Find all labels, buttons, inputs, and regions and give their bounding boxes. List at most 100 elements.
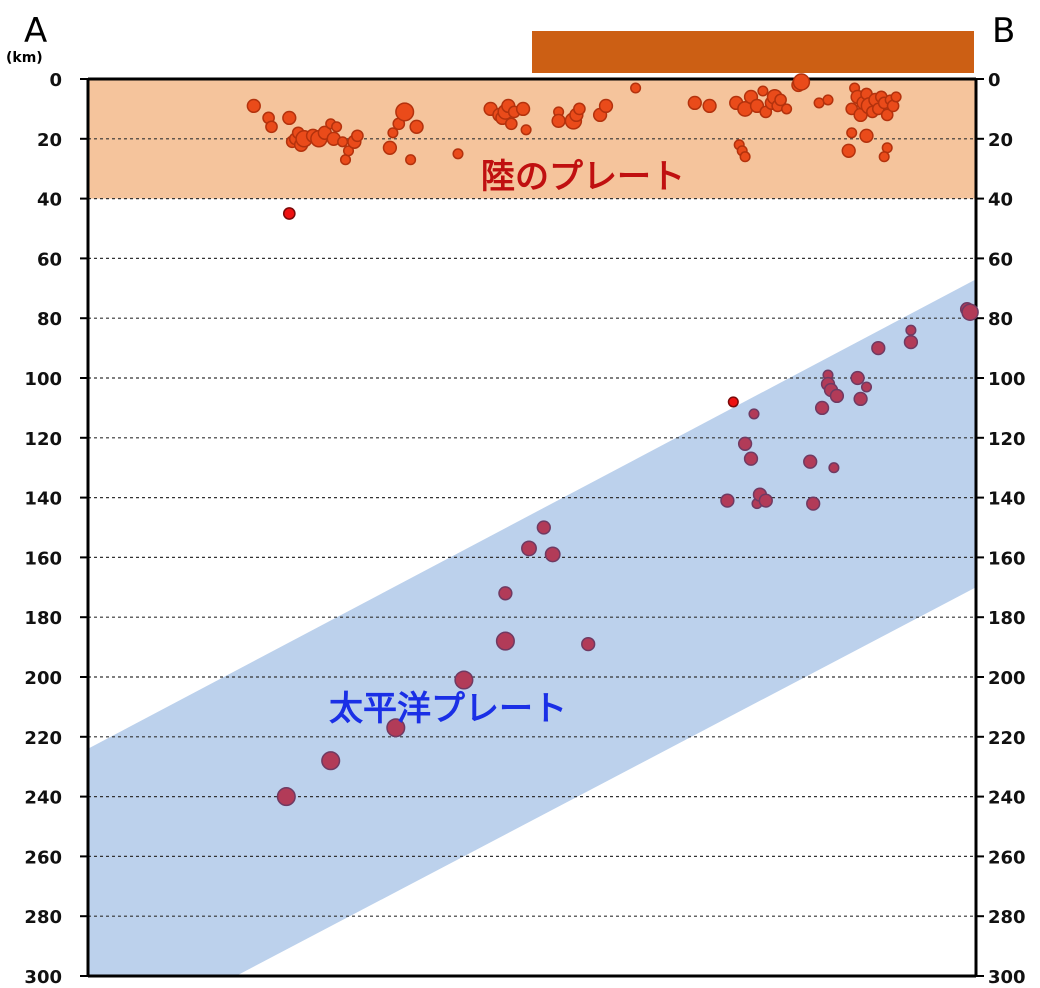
endpoint-label-b: B xyxy=(992,11,1015,51)
left-tick-label: 140 xyxy=(24,489,62,510)
right-tick-label: 100 xyxy=(988,369,1026,390)
right-tick-label: 200 xyxy=(988,668,1026,689)
deep-earthquake-point xyxy=(905,324,917,336)
deep-earthquake-point xyxy=(806,496,821,511)
left-tick-label: 240 xyxy=(24,788,62,809)
deep-earthquake-point xyxy=(748,408,760,420)
deep-earthquake-point xyxy=(814,400,830,416)
shallow-earthquake-point xyxy=(387,127,399,139)
shallow-earthquake-point xyxy=(395,102,415,122)
depth-unit-label: (km) xyxy=(6,50,43,66)
right-tick-label: 60 xyxy=(988,249,1013,270)
deep-earthquake-point xyxy=(828,462,840,474)
right-tick-label: 220 xyxy=(988,728,1026,749)
deep-earthquake-point xyxy=(758,493,773,508)
shallow-earthquake-point xyxy=(792,73,811,91)
shallow-earthquake-point xyxy=(687,95,702,111)
shallow-earthquake-point xyxy=(551,113,566,129)
shallow-earthquake-point xyxy=(504,117,518,131)
deep-earthquake-point xyxy=(961,303,979,321)
right-tick-label: 140 xyxy=(988,489,1026,510)
right-tick-label: 40 xyxy=(988,190,1013,211)
left-tick-label: 260 xyxy=(24,847,62,868)
continental-plate-label: 陸のプレート xyxy=(481,157,685,197)
deep-earthquake-point xyxy=(495,631,515,651)
shallow-earthquake-point xyxy=(846,127,858,139)
right-tick-label: 0 xyxy=(988,70,1001,91)
deep-earthquake-point xyxy=(720,493,735,508)
shallow-earthquake-point xyxy=(342,145,355,157)
shallow-earthquake-point xyxy=(702,98,717,114)
deep-earthquake-point xyxy=(386,718,406,738)
left-tick-label: 300 xyxy=(24,967,62,988)
right-tick-label: 80 xyxy=(988,309,1013,330)
left-tick-label: 80 xyxy=(37,309,62,330)
right-tick-label: 180 xyxy=(988,608,1026,629)
shallow-earthquake-point xyxy=(890,91,902,103)
deep-earthquake-point xyxy=(803,454,818,469)
shallow-earthquake-point xyxy=(573,102,586,116)
left-tick-label: 180 xyxy=(24,608,62,629)
deep-earthquake-point xyxy=(498,586,513,601)
deep-earthquake-point xyxy=(850,370,865,386)
pacific-plate-band xyxy=(88,279,976,976)
left-tick-label: 40 xyxy=(37,190,62,211)
shallow-earthquake-point xyxy=(878,151,890,163)
right-tick-label: 300 xyxy=(988,967,1026,988)
isolated-earthquake-point xyxy=(282,207,296,220)
right-tick-label: 280 xyxy=(988,907,1026,928)
deep-earthquake-point xyxy=(737,436,753,451)
shallow-earthquake-point xyxy=(339,154,352,166)
deep-earthquake-point xyxy=(860,381,873,393)
isolated-earthquake-point xyxy=(727,396,739,408)
shallow-earthquake-point xyxy=(282,110,297,126)
shallow-earthquake-point xyxy=(774,93,787,107)
land-bar xyxy=(532,31,974,73)
deep-earthquake-point xyxy=(454,670,474,690)
right-tick-label: 260 xyxy=(988,847,1026,868)
deep-earthquake-point xyxy=(903,334,919,350)
shallow-earthquake-point xyxy=(630,82,642,94)
shallow-earthquake-point xyxy=(739,151,751,163)
shallow-earthquake-point xyxy=(515,101,531,117)
deep-earthquake-point xyxy=(276,787,296,807)
pacific-plate-label: 太平洋プレート xyxy=(329,689,567,729)
deep-earthquake-point xyxy=(871,340,886,356)
shallow-earthquake-point xyxy=(337,136,349,148)
shallow-earthquake-point xyxy=(246,98,261,114)
deep-earthquake-point xyxy=(743,451,759,466)
endpoint-label-a: A xyxy=(24,11,47,51)
right-tick-label: 160 xyxy=(988,548,1026,569)
shallow-earthquake-point xyxy=(813,97,825,109)
right-tick-label: 120 xyxy=(988,429,1026,450)
left-tick-label: 120 xyxy=(24,429,62,450)
deep-earthquake-point xyxy=(853,391,868,407)
left-tick-label: 60 xyxy=(37,249,62,270)
shallow-earthquake-point xyxy=(598,98,614,114)
left-tick-label: 200 xyxy=(24,668,62,689)
deep-earthquake-point xyxy=(544,546,561,563)
left-tick-label: 100 xyxy=(24,369,62,390)
shallow-earthquake-point xyxy=(331,121,343,133)
shallow-earthquake-point xyxy=(452,148,464,160)
deep-earthquake-point xyxy=(521,540,537,557)
shallow-earthquake-point xyxy=(757,85,769,97)
left-tick-label: 160 xyxy=(24,548,62,569)
shallow-earthquake-point xyxy=(822,94,834,106)
left-tick-label: 0 xyxy=(49,70,62,91)
shallow-earthquake-point xyxy=(859,128,874,143)
deep-earthquake-point xyxy=(829,388,845,404)
left-tick-label: 220 xyxy=(24,728,62,749)
shallow-earthquake-point xyxy=(382,140,398,155)
shallow-earthquake-point xyxy=(880,108,894,122)
right-tick-label: 20 xyxy=(988,130,1013,151)
shallow-earthquake-point xyxy=(781,103,793,115)
shallow-earthquake-point xyxy=(881,142,893,154)
shallow-earthquake-point xyxy=(841,143,856,158)
shallow-earthquake-point xyxy=(520,124,532,136)
deep-earthquake-point xyxy=(536,520,551,535)
right-tick-label: 240 xyxy=(988,788,1026,809)
deep-earthquake-point xyxy=(321,751,341,771)
